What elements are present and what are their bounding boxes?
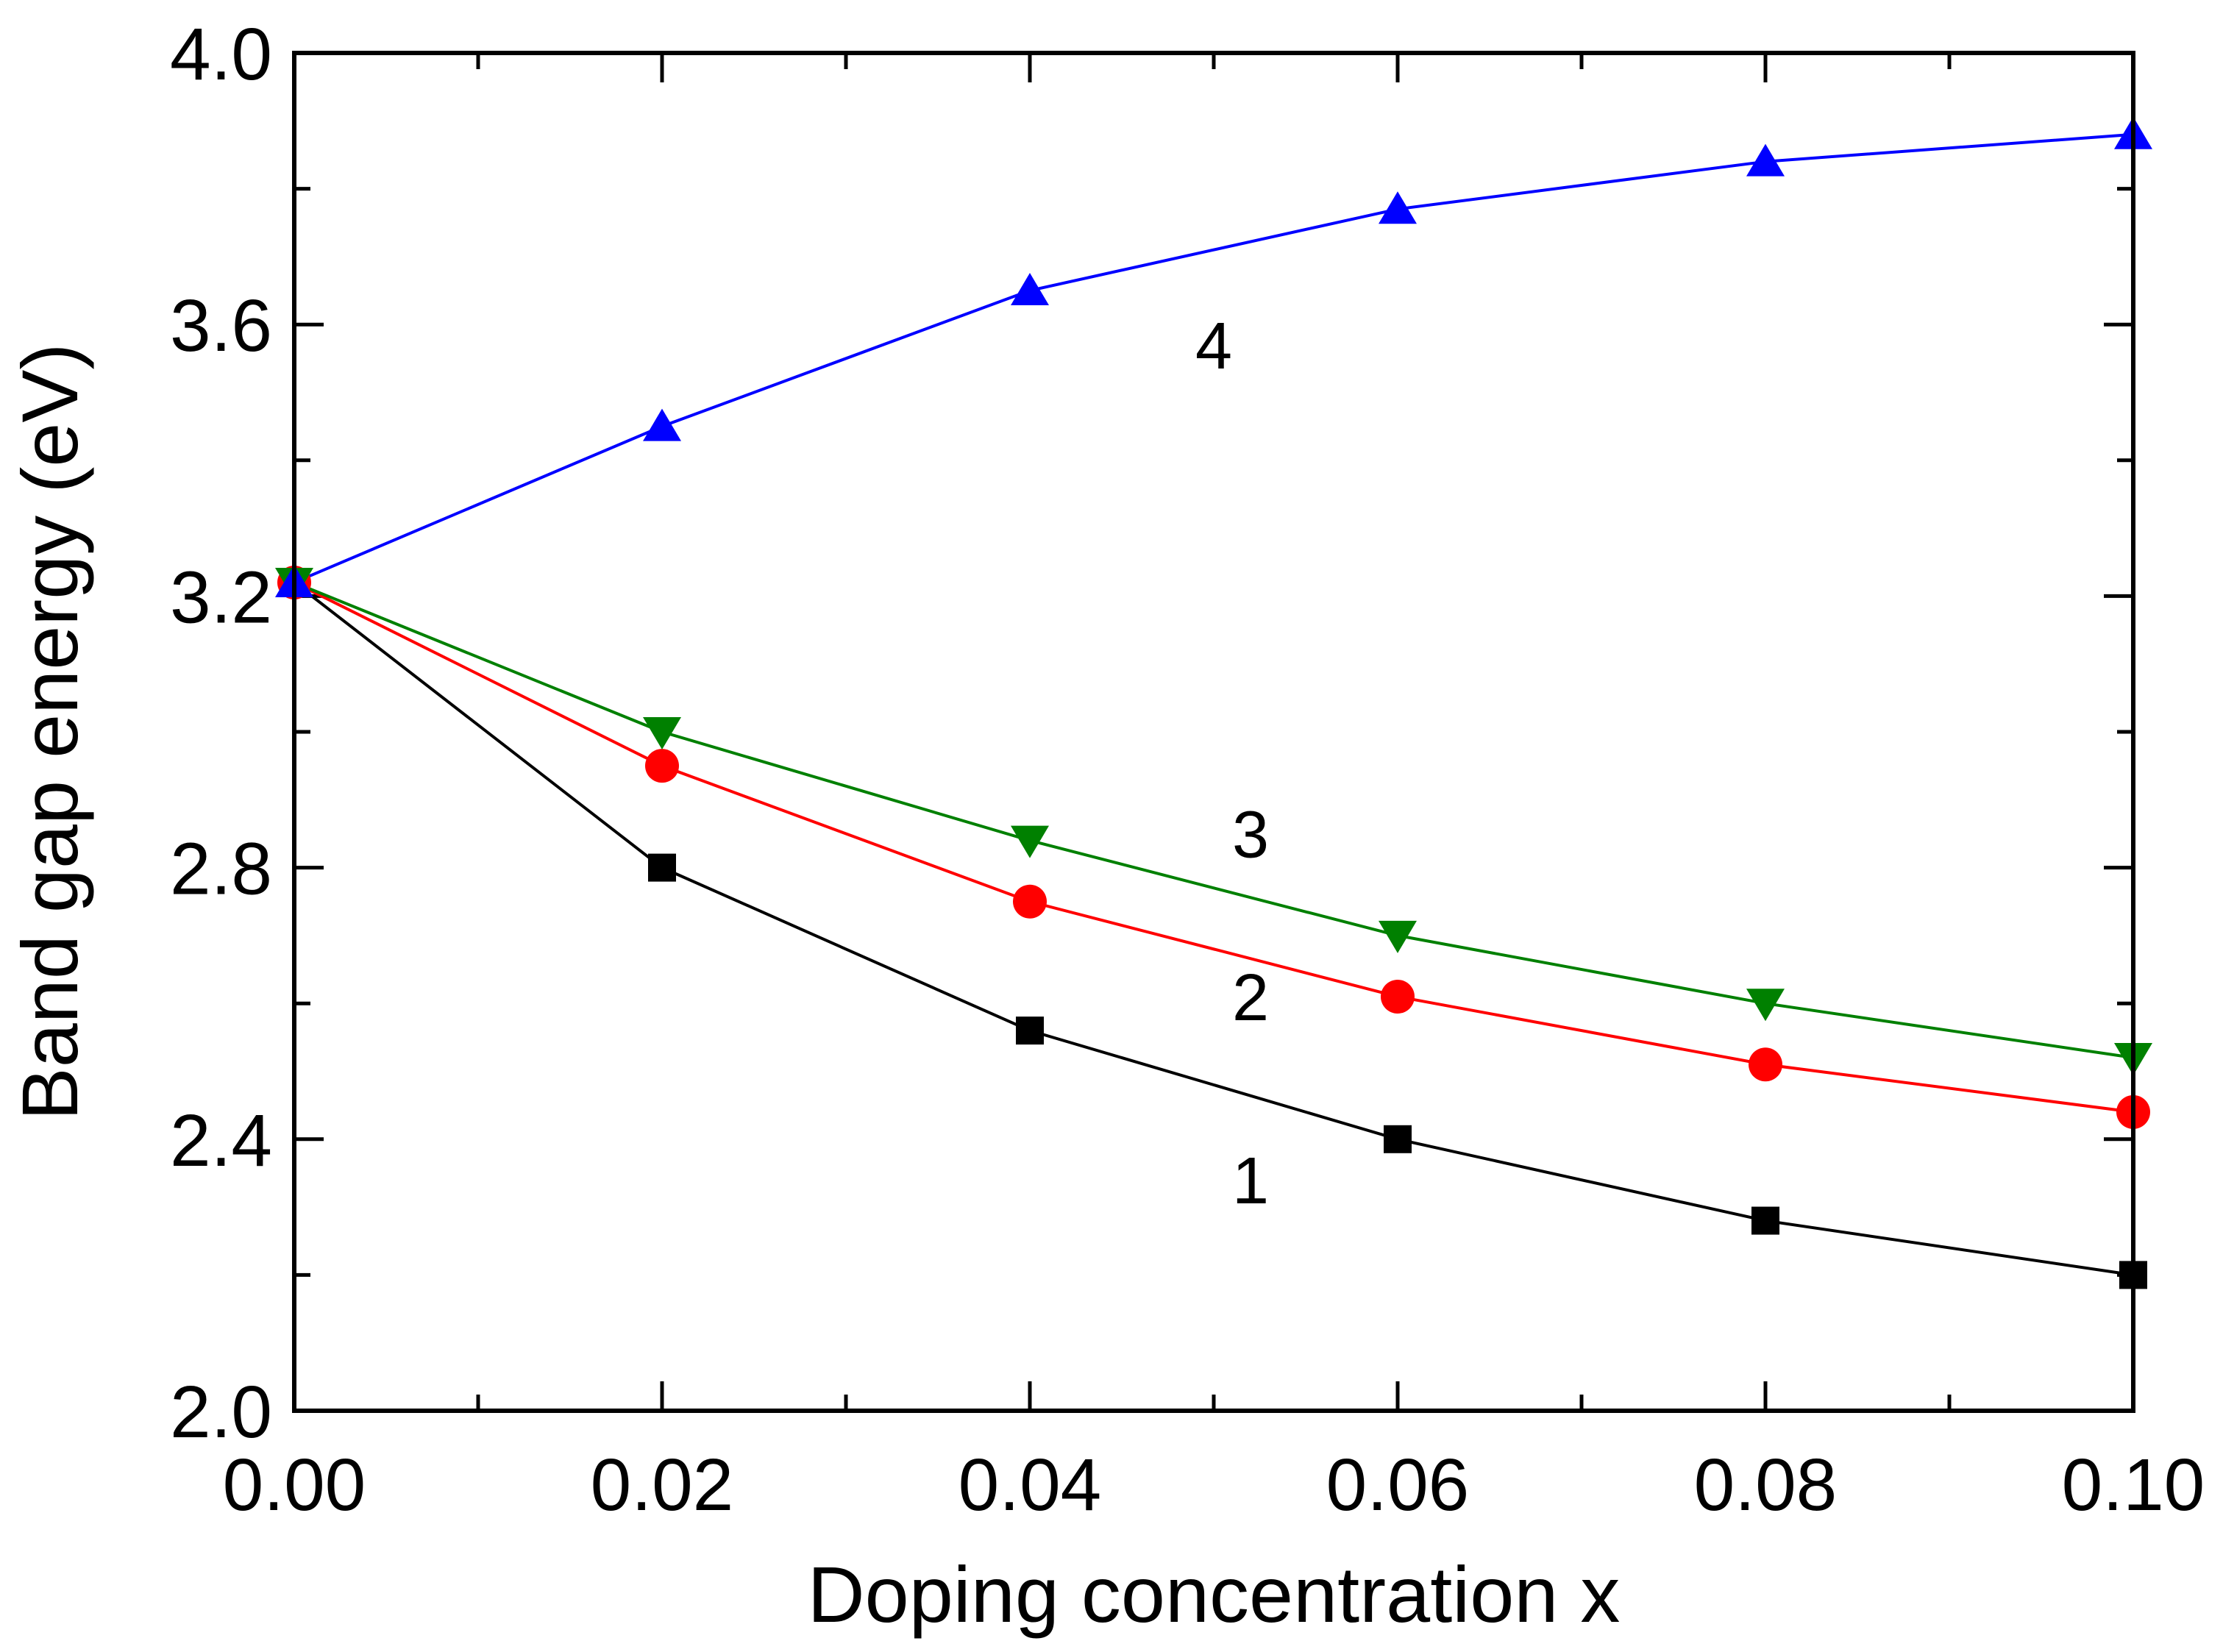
x-tick-label: 0.02 <box>591 1444 734 1526</box>
series-4-point <box>643 408 681 441</box>
y-tick-label: 4.0 <box>170 13 272 96</box>
x-axis-title: Doping concentration x <box>808 1550 1621 1639</box>
y-tick-label: 3.2 <box>170 556 272 638</box>
series-3-point <box>1746 989 1785 1022</box>
plot-frame <box>292 51 2135 1413</box>
y-tick-label: 2.8 <box>170 828 272 911</box>
tick-labels: 0.00 0.02 0.04 0.06 0.08 0.10 2.0 2.4 2.8 3.2 3.6 4… <box>170 13 2205 1526</box>
series-2-point <box>1381 979 1415 1014</box>
series-4-line <box>294 132 2134 584</box>
x-tick-label: 0.00 <box>223 1444 366 1526</box>
axis-ticks <box>292 51 2135 1413</box>
y-tick-label: 2.0 <box>170 1371 272 1453</box>
series-3-label: 3 <box>1232 798 1269 872</box>
x-tick-label: 0.10 <box>2062 1444 2205 1526</box>
y-axis-title: Band gap energy (eV) <box>5 343 94 1121</box>
series-3-point <box>1379 920 1417 953</box>
y-tick-label: 2.4 <box>170 1100 272 1182</box>
series-4-point <box>1379 191 1417 224</box>
series-2-label: 2 <box>1232 961 1269 1035</box>
series-1-point <box>1384 1125 1412 1153</box>
series-2-line <box>294 581 2134 1114</box>
series-1-point <box>1016 1017 1044 1045</box>
x-tick-label: 0.04 <box>958 1444 1102 1526</box>
series-3-point <box>1011 825 1049 858</box>
series-4-point <box>1746 143 1785 177</box>
series-1-point <box>648 853 676 882</box>
x-tick-label: 0.08 <box>1694 1444 1838 1526</box>
series-4-point <box>1011 273 1049 306</box>
series-1-point <box>1751 1206 1779 1235</box>
series-1-line <box>293 581 2134 1277</box>
series-1-label: 1 <box>1232 1144 1269 1218</box>
series-3-point <box>643 717 681 750</box>
series-2-point <box>645 749 679 783</box>
x-tick-label: 0.06 <box>1326 1444 1470 1526</box>
series-4-label: 4 <box>1195 310 1232 383</box>
series-2-point <box>1013 884 1047 919</box>
series-layer: 1 2 3 4 <box>275 116 2152 1289</box>
y-tick-label: 3.6 <box>170 285 272 367</box>
series-3-line <box>294 581 2134 1060</box>
series-2-point <box>1749 1047 1782 1082</box>
